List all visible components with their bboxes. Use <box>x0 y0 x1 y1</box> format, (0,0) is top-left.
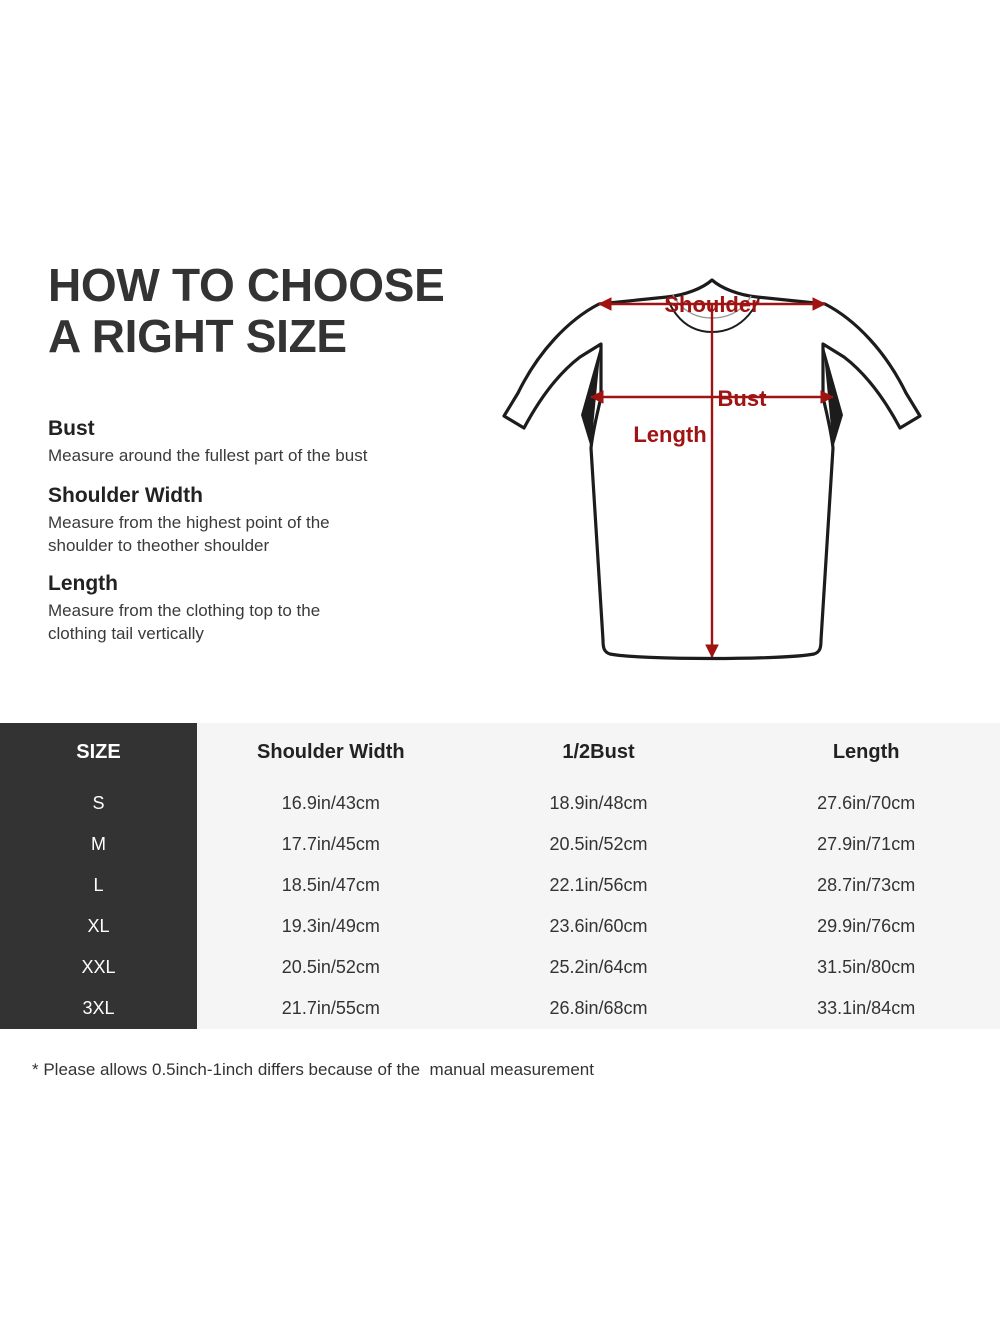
svg-text:Shoulder: Shoulder <box>664 292 760 317</box>
svg-text:Bust: Bust <box>718 386 768 411</box>
svg-text:Length: Length <box>633 422 706 447</box>
